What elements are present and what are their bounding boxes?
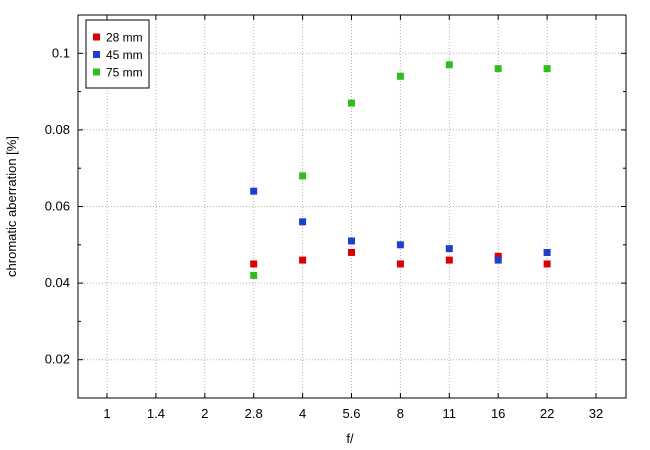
x-tick-label: 22 — [540, 406, 554, 421]
data-point — [494, 65, 502, 73]
data-point — [250, 271, 258, 279]
y-tick-label: 0.06 — [45, 199, 70, 214]
data-point — [348, 248, 355, 256]
data-point — [348, 237, 355, 245]
data-point — [250, 260, 258, 268]
data-point — [299, 218, 307, 226]
data-point — [494, 256, 502, 264]
axis-ticks — [78, 14, 626, 399]
grid-lines — [78, 15, 626, 398]
data-point — [299, 172, 307, 180]
data-point — [396, 241, 404, 249]
y-axis-title: chromatic aberration [%] — [4, 136, 19, 277]
x-tick-label: 2.8 — [245, 406, 263, 421]
legend-marker — [93, 33, 100, 41]
data-point — [250, 187, 258, 195]
x-tick-label: 2 — [201, 406, 208, 421]
data-point — [396, 260, 404, 268]
legend-label: 28 mm — [106, 31, 143, 45]
x-tick-labels: 1 1.4 2 2.8 4 5.6 8 11 16 22 32 — [103, 406, 603, 421]
y-tick-label: 0.02 — [45, 352, 70, 367]
x-tick-label: 16 — [491, 406, 505, 421]
legend-items: 28 mm 45 mm 75 mm — [93, 31, 143, 80]
x-tick-label: 32 — [589, 406, 603, 421]
data-point — [543, 65, 551, 73]
y-tick-label: 0.04 — [45, 275, 70, 290]
data-point — [543, 248, 551, 256]
data-point — [445, 256, 453, 264]
series-28-mm — [250, 248, 551, 268]
x-tick-label: 4 — [299, 406, 306, 421]
x-tick-label: 5.6 — [342, 406, 360, 421]
data-point — [543, 260, 551, 268]
data-points — [250, 61, 551, 279]
data-point — [445, 245, 453, 253]
series-45-mm — [250, 187, 551, 264]
data-point — [445, 61, 453, 69]
legend: 28 mm 45 mm 75 mm — [85, 19, 150, 89]
x-axis-title: f/ — [346, 431, 354, 446]
y-tick-label: 0.08 — [45, 122, 70, 137]
x-tick-label: 1.4 — [147, 406, 165, 421]
data-point — [299, 256, 307, 264]
y-tick-labels: 0.02 0.04 0.06 0.08 0.1 — [45, 45, 70, 366]
data-point — [348, 99, 355, 107]
series-75-mm — [250, 61, 551, 279]
legend-label: 75 mm — [106, 66, 143, 80]
data-point — [396, 72, 404, 80]
y-tick-label: 0.1 — [52, 45, 70, 60]
legend-marker — [93, 51, 100, 58]
x-tick-label: 1 — [103, 406, 110, 421]
x-tick-label: 8 — [397, 406, 404, 421]
legend-marker — [93, 68, 100, 76]
legend-label: 45 mm — [106, 48, 143, 62]
data-point — [494, 252, 502, 260]
x-tick-label: 11 — [443, 406, 457, 421]
